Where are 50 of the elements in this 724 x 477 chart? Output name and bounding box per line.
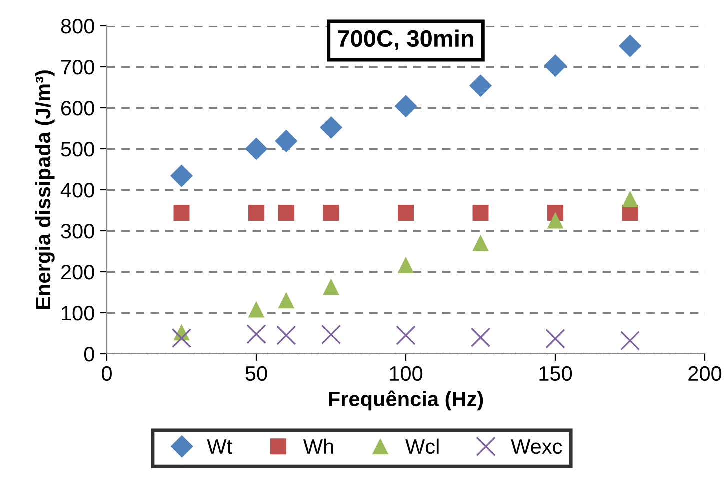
legend-label: Wexc	[511, 440, 562, 454]
x-tick-label: 0	[102, 366, 112, 382]
y-tick-label: 100	[62, 306, 94, 321]
point	[548, 212, 564, 229]
y-axis-title: Energia dissipada (J/m³)	[35, 70, 55, 309]
y-tick-label: 700	[62, 60, 94, 75]
point	[248, 302, 264, 318]
point	[472, 204, 489, 221]
point	[622, 191, 638, 208]
legend-label: Wh	[303, 438, 334, 454]
point	[174, 204, 190, 221]
point	[275, 130, 298, 152]
point	[546, 328, 566, 349]
point	[245, 138, 268, 160]
x-tick-label: 50	[246, 366, 268, 382]
y-tick-label: 200	[61, 265, 94, 280]
point	[246, 324, 266, 344]
legend-label: Wcl	[406, 438, 439, 454]
point	[619, 34, 642, 58]
y-tick-label: 600	[61, 101, 94, 116]
point	[278, 204, 294, 221]
y-tick-label: 300	[61, 224, 94, 239]
y-tick-label: 500	[61, 142, 94, 157]
y-tick-label: 400	[60, 183, 94, 198]
point	[172, 328, 192, 348]
point	[323, 204, 340, 221]
point	[170, 164, 193, 188]
point	[544, 54, 567, 77]
x-tick-label: 200	[688, 366, 722, 382]
legend-label: Wt	[207, 440, 232, 454]
point	[278, 292, 294, 309]
point	[398, 204, 414, 221]
point	[321, 324, 342, 345]
point	[470, 328, 491, 348]
point	[472, 235, 489, 252]
x-tick-label: 100	[390, 366, 423, 382]
point	[248, 204, 264, 221]
chart-title: 700C, 30min	[338, 30, 474, 51]
point	[398, 257, 414, 274]
point	[470, 74, 492, 98]
x-axis-title: Frequência (Hz)	[329, 390, 484, 411]
point	[394, 95, 418, 118]
point	[620, 331, 640, 351]
point	[396, 326, 416, 346]
x-tick-label: 150	[540, 366, 572, 382]
point	[320, 116, 342, 139]
y-tick-label: 0	[84, 347, 94, 362]
y-tick-label: 800	[61, 19, 94, 34]
point	[323, 279, 340, 296]
point	[276, 326, 296, 346]
